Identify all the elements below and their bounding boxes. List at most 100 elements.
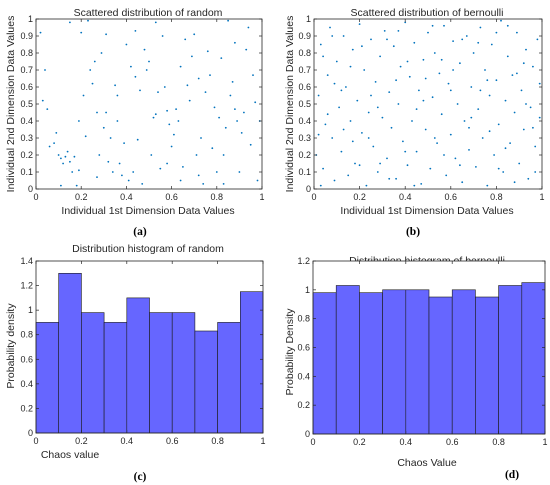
data-point	[48, 145, 51, 148]
data-point	[486, 79, 489, 82]
data-point	[495, 31, 498, 34]
data-point	[454, 157, 457, 160]
x-tick-label: 1	[542, 437, 547, 447]
data-point	[62, 162, 64, 165]
data-point	[53, 142, 55, 145]
data-point	[532, 65, 534, 68]
data-point	[96, 176, 98, 179]
data-point	[317, 94, 320, 97]
histogram-bar	[382, 289, 407, 435]
data-point	[234, 41, 236, 44]
data-point	[413, 184, 416, 187]
data-point	[247, 26, 250, 29]
histogram-bar	[58, 272, 82, 434]
data-point	[182, 166, 184, 168]
data-point	[184, 38, 187, 41]
histogram-bar	[405, 289, 430, 435]
caption-b: (b)	[406, 226, 420, 238]
data-point	[392, 45, 395, 48]
x-tick-label: 0.4	[120, 192, 133, 202]
data-point	[370, 38, 372, 41]
data-point	[358, 164, 361, 167]
data-point	[502, 171, 505, 173]
data-point	[486, 184, 489, 187]
y-tick-label: 0.2	[298, 150, 311, 160]
x-tick-label: 0.4	[399, 192, 412, 202]
data-point	[456, 103, 459, 105]
data-point	[193, 33, 196, 36]
data-point	[395, 177, 397, 180]
data-point	[66, 150, 69, 153]
y-tick-label: 0.6	[298, 82, 311, 92]
x-tick-label: 0.6	[445, 192, 458, 202]
y-tick-label: 0.3	[20, 133, 33, 143]
data-point	[134, 30, 137, 32]
data-point	[475, 166, 477, 168]
data-point	[154, 21, 157, 24]
data-point	[186, 84, 189, 87]
data-point	[177, 120, 180, 122]
data-point	[202, 183, 205, 185]
data-point	[102, 126, 105, 129]
y-tick-label: 0.9	[298, 31, 311, 41]
y-tick-label: 1.2	[20, 281, 33, 291]
histogram-bars	[312, 282, 546, 435]
caption-a: (a)	[133, 226, 147, 238]
histogram-bar	[451, 289, 476, 435]
histogram-bar	[475, 296, 499, 435]
data-point	[433, 52, 436, 54]
caption-c: (c)	[134, 471, 147, 483]
y-tick-label: 0.1	[20, 167, 33, 177]
data-point	[324, 123, 327, 126]
data-point	[345, 86, 347, 88]
data-point	[98, 154, 101, 156]
data-point	[46, 108, 49, 110]
data-point	[433, 137, 436, 139]
data-point	[82, 94, 85, 97]
x-axis-ticks: 0 0.2 0.4 0.6 0.8 1	[311, 19, 545, 202]
data-point	[91, 82, 94, 85]
data-point	[322, 55, 324, 58]
y-tick-label: 0	[28, 184, 33, 194]
data-point	[200, 137, 202, 139]
data-point	[218, 116, 221, 119]
x-axis-ticks: 0 0.2 0.4 0.6 0.8 1	[33, 19, 265, 202]
x-tick-label: 0	[33, 192, 38, 202]
data-point	[340, 89, 343, 92]
x-axis-label: Individual 1st Dimension Data Values	[61, 205, 234, 217]
data-point	[152, 116, 155, 119]
data-point	[342, 35, 345, 37]
data-point	[75, 184, 78, 187]
data-point	[354, 162, 356, 165]
data-point	[179, 65, 182, 68]
data-point	[449, 89, 452, 92]
data-point	[227, 19, 230, 22]
y-axis-label: Individual 2nd Dimension Data Values	[284, 16, 296, 193]
data-point	[468, 126, 470, 129]
data-point	[351, 48, 354, 51]
y-axis-ticks: 0 0.2 0.4 0.6 0.8 1 1.2	[297, 256, 545, 439]
data-point	[197, 77, 200, 80]
data-point	[326, 113, 329, 116]
data-point	[415, 150, 418, 153]
data-point	[69, 21, 71, 24]
data-point	[125, 43, 128, 46]
y-tick-label: 0.5	[20, 99, 33, 109]
data-point	[431, 96, 434, 99]
x-tick-label: 0.8	[490, 192, 503, 202]
x-tick-label: 0.4	[121, 436, 134, 446]
data-point	[349, 65, 352, 68]
data-point	[159, 167, 162, 170]
x-tick-label: 1	[260, 436, 265, 446]
data-point	[500, 19, 502, 22]
x-tick-label: 0	[33, 436, 38, 446]
data-point	[71, 171, 74, 173]
data-point	[224, 126, 227, 129]
histogram-bar	[335, 285, 360, 435]
x-axis-label: Individual 1st Dimension Data Values	[340, 205, 513, 217]
data-point	[57, 154, 60, 156]
data-point	[390, 126, 393, 129]
y-tick-label: 0.8	[298, 48, 311, 58]
panel-histogram-bernoulli: Distribution histogram of bernoulli Chao…	[284, 255, 548, 481]
